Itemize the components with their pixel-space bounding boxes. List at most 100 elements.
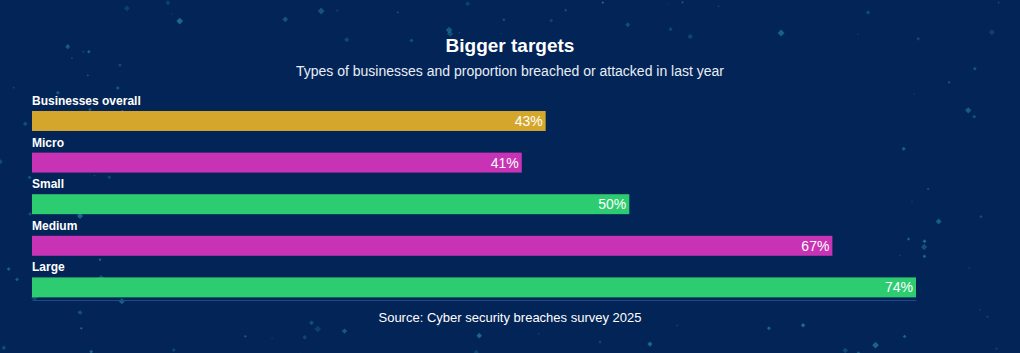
diamond	[921, 244, 927, 250]
diamond	[718, 5, 720, 7]
diamond	[778, 30, 785, 37]
diamond	[124, 5, 130, 11]
diamond	[998, 2, 1000, 4]
subtitle: Types of businesses and proportion breac…	[296, 63, 724, 79]
diamond	[23, 121, 28, 126]
diamond	[118, 63, 122, 67]
diamond	[94, 175, 96, 177]
diamond	[342, 328, 347, 333]
diamond	[625, 22, 630, 27]
diamond	[948, 81, 951, 84]
data-label: 74%	[885, 279, 913, 295]
diamond	[1, 345, 6, 350]
diamond	[119, 298, 125, 304]
bar	[32, 194, 629, 214]
diamond	[171, 13, 173, 15]
diamond	[116, 86, 120, 90]
data-label: 41%	[491, 155, 519, 171]
diamond	[344, 37, 349, 42]
diamond	[271, 338, 272, 339]
diamond	[907, 237, 910, 240]
diamond	[78, 310, 83, 315]
diamond	[172, 348, 176, 352]
bars	[32, 111, 916, 297]
diamond	[857, 33, 859, 35]
diamond	[667, 3, 669, 5]
bar	[32, 153, 522, 173]
diamond	[314, 326, 321, 333]
title: Bigger targets	[446, 35, 575, 56]
category-label: Large	[32, 260, 65, 274]
diamond	[973, 67, 977, 71]
diamond	[601, 1, 604, 4]
diamond	[107, 175, 111, 179]
diamond	[965, 107, 971, 113]
data-label: 43%	[515, 113, 543, 129]
diamond	[502, 18, 505, 21]
diamond	[995, 347, 998, 350]
decoration	[0, 0, 1000, 353]
diamond	[676, 324, 678, 326]
diamond	[903, 335, 907, 339]
data-label: 67%	[801, 238, 829, 254]
diamond	[647, 341, 652, 346]
diamond	[28, 175, 32, 179]
diamond	[0, 159, 3, 165]
diamond	[872, 342, 879, 349]
diamond	[282, 16, 288, 22]
diamond	[336, 10, 338, 12]
diamond	[979, 309, 981, 311]
diamond	[465, 1, 470, 6]
diamond	[979, 215, 982, 218]
diamond	[564, 9, 567, 12]
diamond	[911, 201, 913, 203]
diamond	[916, 37, 920, 41]
bar	[32, 236, 832, 256]
diamond	[899, 255, 901, 257]
axis-line	[33, 300, 917, 301]
diamond	[855, 351, 861, 353]
diamond	[972, 115, 976, 119]
diamond	[968, 267, 970, 269]
diamond	[71, 57, 73, 59]
diamond	[927, 188, 930, 191]
diamond	[7, 267, 11, 271]
category-label: Small	[32, 177, 64, 191]
diamond	[681, 1, 684, 4]
diamond	[923, 255, 927, 259]
diamond	[28, 212, 32, 216]
diamond	[923, 239, 927, 243]
diamond	[801, 323, 805, 327]
diamond	[437, 325, 439, 327]
x-axis	[33, 300, 917, 301]
diamond	[165, 0, 170, 5]
diamond	[687, 34, 693, 40]
diamond	[913, 93, 915, 95]
diamond	[549, 19, 553, 23]
diamond	[78, 311, 80, 313]
diamond	[936, 219, 942, 225]
diamond	[65, 44, 70, 49]
data-labels: 43% 41% 50% 67% 74%	[491, 113, 913, 295]
diamond	[397, 11, 399, 13]
diamond	[986, 315, 989, 318]
bar	[32, 111, 546, 131]
diamond	[82, 51, 84, 53]
diamond	[89, 350, 93, 353]
diamond	[476, 333, 482, 339]
diamond	[300, 352, 301, 353]
diamond	[87, 74, 89, 76]
diamond	[13, 87, 15, 89]
background	[0, 0, 1020, 353]
diamond	[599, 341, 602, 344]
diamond	[244, 335, 247, 338]
diamond	[98, 258, 101, 261]
diamond	[318, 8, 325, 15]
diamond	[459, 32, 461, 34]
category-label: Businesses overall	[32, 94, 141, 108]
diamond	[474, 350, 479, 353]
data-label: 50%	[598, 196, 626, 212]
category-label: Micro	[32, 136, 64, 150]
diamond	[80, 327, 83, 330]
diamond	[842, 348, 848, 353]
